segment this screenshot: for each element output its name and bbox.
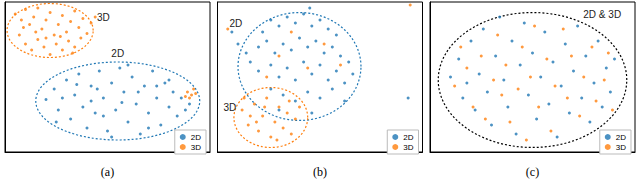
- svg-text:2D & 3D: 2D & 3D: [583, 9, 621, 20]
- svg-text:2D: 2D: [616, 133, 626, 142]
- svg-text:2D: 2D: [191, 133, 201, 142]
- svg-text:3D: 3D: [191, 143, 201, 152]
- svg-text:3D: 3D: [223, 102, 236, 113]
- svg-text:(a): (a): [101, 165, 114, 179]
- svg-text:3D: 3D: [97, 12, 110, 23]
- svg-text:(c): (c): [526, 165, 539, 179]
- svg-text:(b): (b): [313, 165, 327, 179]
- svg-text:2D: 2D: [230, 18, 243, 29]
- svg-text:2D: 2D: [403, 133, 413, 142]
- svg-text:2D: 2D: [111, 48, 124, 59]
- svg-text:3D: 3D: [616, 143, 626, 152]
- svg-text:3D: 3D: [403, 143, 413, 152]
